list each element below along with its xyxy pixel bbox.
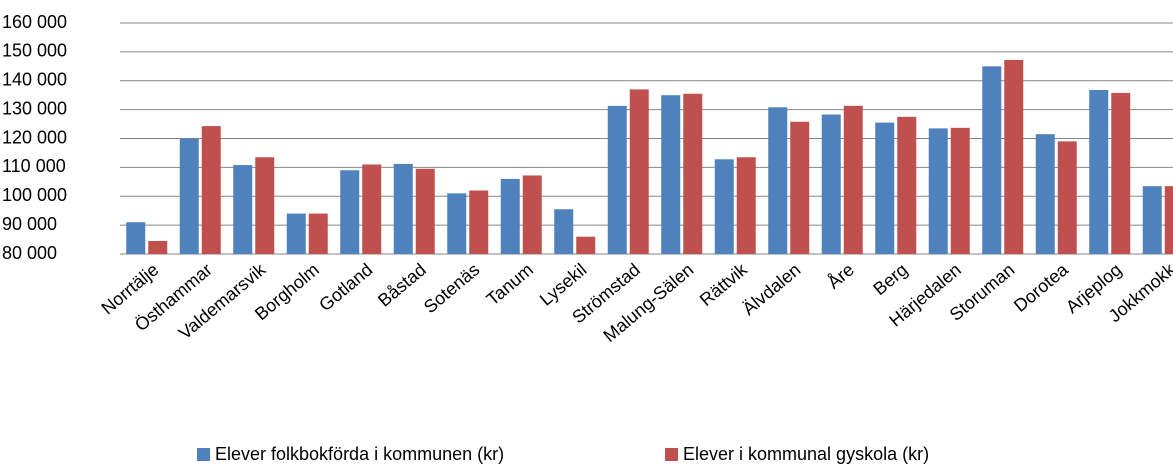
bar	[1089, 89, 1109, 255]
bar	[629, 89, 649, 254]
bar	[1057, 141, 1077, 254]
y-tick-label: 120 000	[2, 127, 67, 147]
y-tick-label: 140 000	[2, 70, 67, 90]
bar	[683, 93, 703, 255]
legend-swatch	[665, 448, 678, 461]
bar	[415, 168, 435, 254]
bar	[736, 157, 756, 254]
y-tick-label: 80 000	[2, 243, 57, 263]
y-tick-label: 110 000	[2, 156, 66, 176]
bar	[362, 164, 382, 254]
bar	[393, 163, 413, 254]
bar	[179, 138, 199, 254]
x-tick-label: Dorotea	[1010, 259, 1073, 316]
bar	[201, 126, 221, 254]
bar	[768, 107, 788, 254]
bar	[714, 159, 734, 254]
bar	[607, 105, 627, 254]
bar	[1035, 134, 1055, 254]
legend-label: Elever folkbokförda i kommunen (kr)	[215, 444, 504, 464]
bar	[843, 105, 863, 254]
bar	[576, 236, 596, 254]
bar	[661, 95, 681, 254]
bar	[554, 209, 574, 254]
bar	[875, 122, 895, 255]
x-tick-label: Sotenäs	[420, 259, 483, 317]
x-tick-label: Gotland	[315, 259, 376, 315]
bar	[255, 157, 275, 254]
bar	[897, 116, 917, 254]
bar	[1004, 59, 1024, 255]
legend-label: Elever i kommunal gyskola (kr)	[683, 444, 929, 464]
bar	[340, 170, 360, 254]
bar	[1111, 92, 1131, 254]
bar	[522, 175, 542, 254]
bar	[126, 222, 146, 254]
y-tick-label: 100 000	[2, 185, 67, 205]
bar	[928, 128, 948, 254]
bar	[447, 193, 467, 254]
bar	[1142, 186, 1162, 254]
legend-swatch	[197, 448, 210, 461]
bar	[821, 114, 841, 254]
x-tick-label: Tanum	[483, 259, 537, 309]
bar	[308, 213, 328, 254]
y-tick-label: 130 000	[2, 98, 67, 118]
y-tick-label: 90 000	[2, 214, 57, 234]
bar	[148, 241, 168, 254]
y-tick-label: 160 000	[2, 12, 67, 32]
x-tick-label: Åre	[824, 259, 858, 292]
bar	[286, 213, 306, 254]
x-tick-label: Berg	[869, 259, 911, 299]
bar	[500, 178, 520, 254]
y-tick-label: 150 000	[2, 41, 67, 61]
bar	[950, 127, 970, 254]
x-tick-label: Älvdalen	[739, 259, 805, 319]
bar	[469, 190, 489, 254]
bar	[233, 165, 253, 254]
bar	[1164, 186, 1173, 254]
bar	[790, 121, 810, 254]
bar	[982, 66, 1002, 254]
